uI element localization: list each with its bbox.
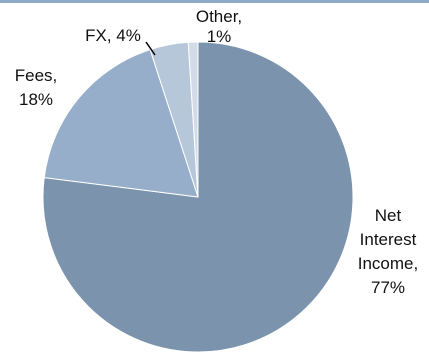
- slice-label-line: Net: [375, 206, 402, 225]
- slice-label-line: 1%: [207, 27, 232, 46]
- slice-label-line: Fees,: [15, 66, 58, 85]
- slice-label-other: Other, 1%: [196, 7, 242, 46]
- leader-line-fx: [145, 41, 156, 56]
- slice-label-line: Other,: [196, 7, 242, 26]
- slice-labels: Net Interest Income, 77% Fees, 18% FX, 4% Other…: [15, 7, 419, 297]
- slice-label-line: 77%: [371, 278, 405, 297]
- slice-label-line: FX, 4%: [85, 26, 141, 45]
- top-border-line: [0, 0, 429, 3]
- pie-slices: [42, 41, 354, 353]
- slice-label-net-interest-income: Net Interest Income, 77%: [358, 206, 418, 297]
- pie-slice-fees: [43, 48, 199, 198]
- slice-label-line: 18%: [19, 90, 53, 109]
- slice-label-line: Income,: [358, 254, 418, 273]
- pie-slice-other: [187, 41, 199, 198]
- slice-label-fx: FX, 4%: [85, 26, 141, 45]
- pie-slice-net-interest-income: [42, 41, 354, 353]
- slice-label-fees: Fees, 18%: [15, 66, 58, 109]
- slice-label-line: Interest: [360, 230, 417, 249]
